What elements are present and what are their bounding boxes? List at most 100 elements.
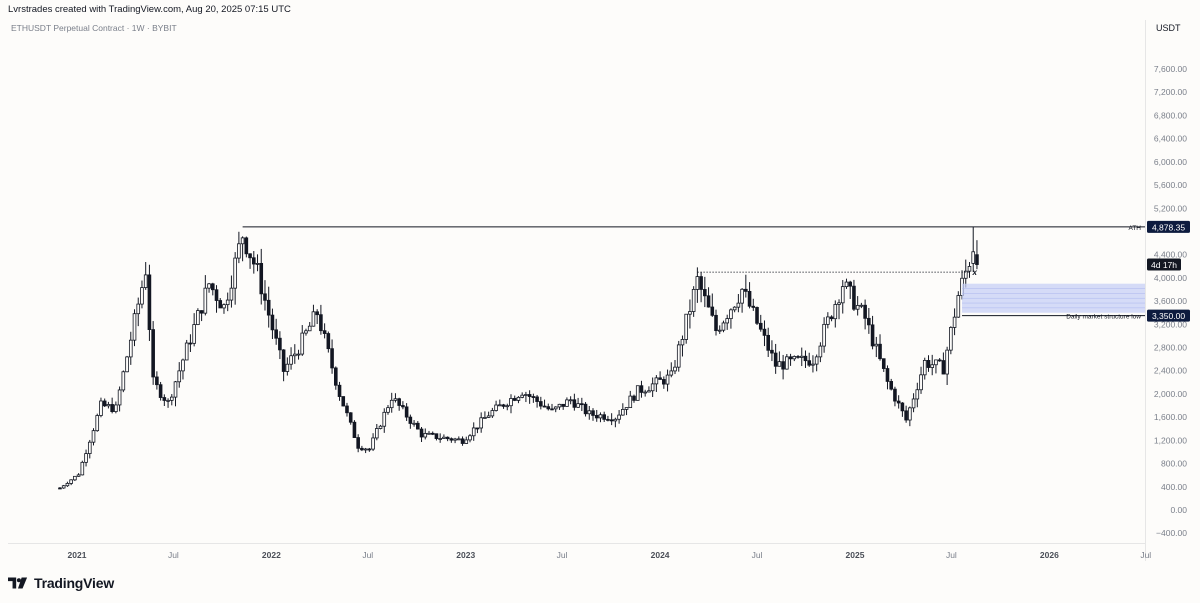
candle-body — [114, 404, 118, 412]
candle-body — [188, 342, 193, 345]
candle-body — [576, 403, 580, 408]
candle-body — [285, 363, 290, 372]
y-tick-label: 3,200.00 — [1154, 319, 1187, 329]
candle-body — [471, 427, 476, 437]
market-structure-price-value: 3,350.00 — [1152, 311, 1185, 321]
candle-body — [583, 403, 588, 415]
candle-body — [639, 385, 644, 393]
candle-body — [770, 349, 774, 354]
candle-body — [434, 433, 439, 439]
candle-body — [736, 302, 741, 308]
candle-body — [76, 474, 81, 477]
x-tick-label: 2026 — [1040, 550, 1059, 560]
candle-body — [904, 410, 908, 421]
candle-body — [844, 281, 849, 288]
candle-body — [781, 361, 785, 370]
candle-body — [375, 428, 379, 439]
candle-body — [300, 332, 305, 355]
candle-body — [673, 366, 677, 372]
candle-body — [169, 396, 174, 401]
candle-body — [915, 389, 920, 400]
candle-body — [363, 448, 368, 451]
candle-body — [102, 400, 107, 407]
candle-body — [878, 343, 882, 360]
candle-body — [132, 313, 137, 341]
candle-body — [568, 399, 573, 402]
candle-body — [449, 438, 454, 441]
candle-body — [311, 311, 316, 327]
candle-body — [207, 283, 211, 289]
candle-body — [80, 461, 85, 476]
market-structure-price-tag — [1147, 309, 1190, 322]
candle-body — [427, 432, 431, 435]
candle-body — [237, 243, 241, 259]
candle-body — [662, 379, 666, 385]
candle-body — [594, 415, 599, 419]
candle-body — [706, 295, 711, 308]
candle-body — [580, 403, 584, 406]
candle-body — [919, 374, 923, 391]
candle-body — [155, 376, 159, 386]
candle-body — [356, 437, 360, 449]
candle-body — [404, 406, 409, 418]
candle-body — [99, 400, 103, 416]
x-tick-label: 2024 — [651, 550, 670, 560]
tradingview-logo[interactable]: TradingView — [8, 574, 114, 592]
candle-body — [572, 399, 577, 408]
candle-body — [140, 287, 144, 305]
candle-body — [822, 323, 826, 347]
y-tick-label: 5,200.00 — [1154, 203, 1187, 213]
y-tick-label: 400.00 — [1161, 482, 1187, 492]
candle-body — [729, 309, 733, 320]
candle-body — [956, 295, 961, 318]
candle-body — [606, 418, 610, 421]
candle-body — [69, 479, 73, 484]
candle-body — [419, 428, 424, 438]
x-tick-label: Jul — [557, 550, 568, 560]
candle-body — [151, 329, 155, 378]
chart-credit: Lvrstrades created with TradingView.com,… — [8, 4, 291, 15]
candle-body — [680, 339, 685, 346]
candle-body — [87, 441, 92, 454]
candle-body — [542, 405, 547, 408]
ath-price-value: 4,878.35 — [1152, 222, 1185, 232]
candle-body — [766, 334, 771, 351]
y-tick-label: 0.00 — [1170, 505, 1187, 515]
candle-body — [255, 262, 260, 265]
candle-body — [177, 370, 182, 383]
candle-body — [755, 307, 759, 324]
candle-body — [143, 274, 148, 288]
candle-body — [803, 355, 808, 362]
y-tick-label: 1,200.00 — [1154, 435, 1187, 445]
candle-body — [647, 390, 651, 393]
candle-body — [714, 314, 718, 332]
candle-body — [561, 403, 565, 407]
candle-body — [889, 381, 894, 390]
x-tick-label: 2023 — [456, 550, 475, 560]
candle-body — [315, 311, 319, 316]
candle-body — [952, 316, 957, 328]
candle-body — [106, 404, 111, 407]
candle-body — [762, 328, 767, 336]
candle-body — [438, 438, 442, 440]
candle-body — [445, 436, 450, 440]
candle-body — [218, 300, 223, 309]
candle-body — [922, 360, 927, 376]
candle-body — [222, 304, 226, 309]
symbol-title[interactable]: ETHUSDT Perpetual Contract · 1W · BYBIT — [11, 23, 177, 33]
candle-body — [173, 381, 178, 398]
candle-body — [210, 283, 215, 291]
candle-body — [833, 304, 838, 320]
candle-body — [643, 391, 647, 394]
candle-body — [744, 288, 748, 292]
candle-body — [121, 371, 126, 391]
candle-body — [539, 401, 543, 407]
candle-body — [937, 359, 942, 362]
candle-body — [859, 304, 864, 307]
candle-body — [650, 383, 655, 392]
candle-body — [475, 427, 480, 430]
candle-body — [266, 299, 271, 316]
y-tick-label: 2,400.00 — [1154, 366, 1187, 376]
candle-body — [732, 306, 737, 311]
